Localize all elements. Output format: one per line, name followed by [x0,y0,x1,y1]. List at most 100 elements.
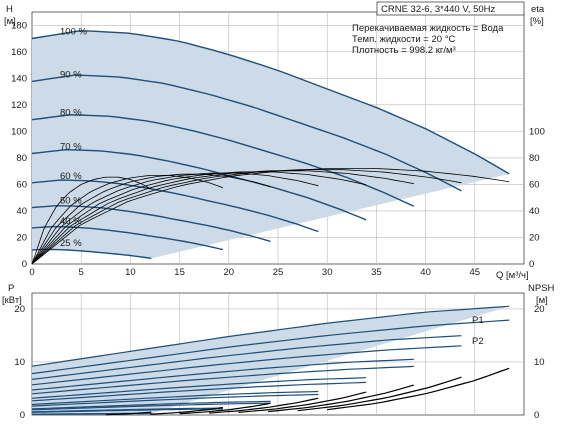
x-tick-label: 0 [29,267,34,278]
y-tick-label: 0 [22,259,27,270]
power-curve-p2-90 [31,345,462,386]
power-y-label: P [8,283,14,294]
head-curve-25 [31,248,152,260]
x-tick-label: 35 [371,267,382,278]
npsh-curve-60 [209,397,319,414]
info-temperature: Темп. жидкости = 20 °C [352,34,455,45]
head-curve-90 [31,74,462,192]
info-liquid: Перекачиваемая жидкость = Вода [352,23,504,34]
power-operating-area [32,306,510,415]
speed-label-40: 40 % [60,216,82,227]
power-curve-p2-70 [31,381,367,402]
y-tick-label: 80 [16,153,27,164]
head-curve-70 [31,148,367,221]
y-tick-label: 120 [11,100,27,111]
speed-label-90: 90 % [60,69,82,80]
x-tick-label: 15 [174,267,185,278]
efficiency-curve-90 [31,169,462,265]
series-label-p1: P1 [472,315,484,326]
x-tick-label: 5 [79,267,84,278]
npsh-curve-80 [268,384,414,413]
x-tick-label: 30 [322,267,333,278]
x-tick-label: 10 [125,267,136,278]
legend-box: CRNE 32-6, 3*440 V, 50Hz [376,1,525,16]
power-tick-labels: 0 10 20 0 10 20 [14,304,544,421]
power-curve-p1-50 [31,400,271,410]
power-shaded-area [32,306,510,415]
y-tick-label: 160 [11,47,27,58]
y2-tick-label: 0 [529,259,534,270]
npsh-curve-90 [297,376,462,412]
y-tick-label: 40 [16,206,27,217]
efficiency-curve-80 [31,170,414,265]
npsh-y-tick-label: 10 [534,357,545,368]
head-curve-80 [31,114,415,207]
y-tick-label: 60 [16,179,27,190]
npsh-y-tick-label: 20 [534,304,545,315]
npsh-curve-100 [327,367,510,411]
head-curve-60 [31,179,319,233]
power-curve-p1-60 [31,390,319,406]
npsh-curve-40 [150,406,223,415]
y2-tick-label: 80 [529,153,540,164]
power-y-unit: [кВт] [2,295,22,306]
operating-area [32,30,510,259]
power-panel: 0 10 20 0 10 20 P [кВт] NPSH [м] P1 P2 [2,283,555,421]
head-curves [31,30,510,260]
info-density: Плотность = 998.2 кг/м³ [352,45,456,56]
efficiency-curves [31,168,510,265]
npsh-y-label: NPSH [528,283,555,294]
y-axis-label: H [6,4,13,15]
speed-label-80: 80 % [60,108,82,119]
x-tick-label: 45 [470,267,481,278]
y-tick-label: 180 [11,20,27,31]
y2-tick-label: 60 [529,179,540,190]
power-curve-p1-90 [31,335,462,380]
power-curve-p2-80 [31,365,414,395]
speed-label-50: 50 % [60,196,82,207]
efficiency-curve-70 [31,171,367,265]
x-axis-label: Q [м³/ч] [496,270,529,281]
power-curve-p2-100 [31,319,510,375]
x-tick-label: 40 [420,267,431,278]
efficiency-curve-25 [31,176,152,265]
head-curve-50 [31,204,271,243]
power-curve-p1-70 [31,377,367,399]
npsh-y-tick-label: 0 [534,410,539,421]
y-tick-label: 140 [11,73,27,84]
npsh-curve-25 [105,411,152,416]
speed-label-60: 60 % [60,171,82,182]
power-y-tick-label: 0 [20,410,25,421]
y-axis-unit: [м] [4,16,16,27]
x-tick-label: 20 [224,267,235,278]
power-curve-p1-80 [31,358,414,391]
head-tick-labels: 0 5 10 15 20 25 30 35 40 45 0 20 40 60 80 100 120 140 160 1… [11,20,545,278]
power-y-tick-label: 10 [14,357,25,368]
npsh-y-unit: [м] [536,295,548,306]
y2-axis-unit: [%] [530,16,544,27]
y2-tick-label: 40 [529,206,540,217]
efficiency-curve-50 [31,173,271,265]
y2-axis-label: eta [531,4,545,15]
speed-label-25: 25 % [60,238,82,249]
npsh-curve-70 [238,391,367,413]
head-panel: 100 % 90 % 80 % 70 % 60 % 50 % 40 % 25 % 0 5 10 15… [4,1,545,281]
y-tick-label: 100 [11,126,27,137]
x-tick-label: 25 [273,267,284,278]
y2-tick-label: 100 [529,126,545,137]
power-curve-p2-40 [31,408,223,413]
speed-label-70: 70 % [60,142,82,153]
chart-title: CRNE 32-6, 3*440 V, 50Hz [381,4,495,15]
head-shaded-area [32,30,510,259]
speed-labels: 100 % 90 % 80 % 70 % 60 % 50 % 40 % 25 % [60,27,87,249]
head-curve-100 [31,30,510,175]
power-y-tick-label: 20 [14,304,25,315]
head-curve-40 [31,225,224,251]
series-label-p2: P2 [472,336,484,347]
npsh-curves [105,367,510,416]
y-tick-label: 20 [16,232,27,243]
power-curve-p2-60 [31,393,319,407]
speed-label-100: 100 % [60,27,87,38]
power-curve-p1-100 [31,305,510,367]
